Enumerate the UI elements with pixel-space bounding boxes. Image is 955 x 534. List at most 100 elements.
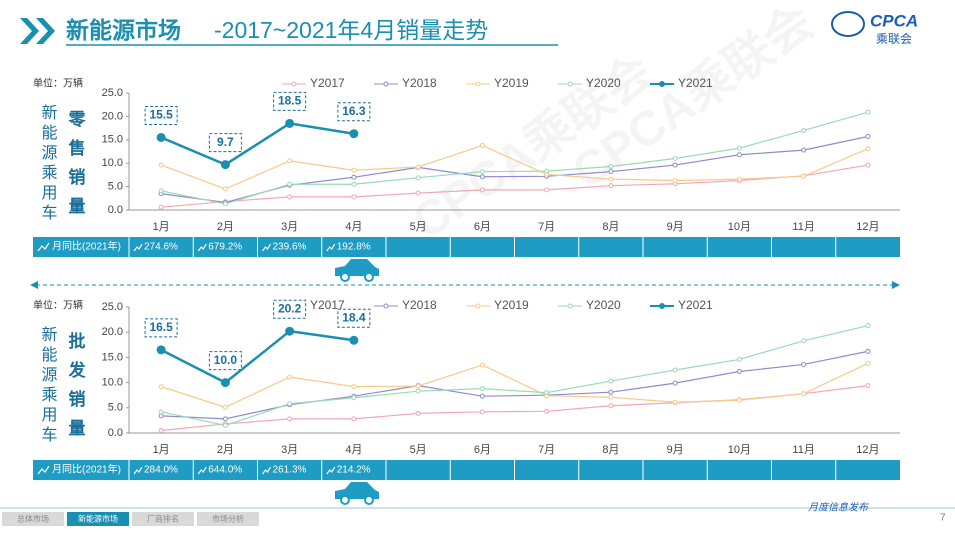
point	[608, 183, 614, 189]
x-tick-label: 5月	[410, 221, 427, 233]
point	[865, 323, 871, 329]
car-wheel	[364, 272, 374, 282]
y-tick-label: 15.0	[102, 134, 123, 146]
y-tick-label: 15.0	[102, 351, 123, 363]
point	[222, 404, 228, 410]
series-line	[160, 144, 869, 190]
yoy-cell-icon	[197, 243, 207, 252]
side-label: 新能源乘用车	[39, 104, 58, 224]
y-tick-label: 25.0	[102, 87, 123, 99]
point	[351, 416, 357, 422]
point	[736, 152, 742, 158]
yoy-label: 月同比(2021年)	[52, 240, 121, 253]
point	[349, 335, 359, 345]
yoy-value: 284.0%	[144, 465, 178, 476]
yoy-cell-icon	[133, 466, 143, 475]
point	[351, 167, 357, 173]
series-line	[161, 325, 869, 427]
y-tick-label: 20.0	[102, 110, 123, 122]
legend-label: Y2018	[402, 76, 437, 90]
data-label-box	[208, 133, 242, 153]
x-tick-label: 4月	[345, 221, 362, 233]
point	[351, 384, 357, 390]
point	[672, 399, 678, 405]
point	[415, 383, 421, 389]
legend-marker	[383, 81, 389, 87]
point	[608, 403, 614, 409]
point	[287, 416, 293, 422]
point	[415, 410, 421, 416]
x-tick-label: 1月	[153, 221, 170, 233]
point	[222, 422, 228, 428]
yoy-icon	[37, 465, 50, 475]
x-tick-label: 7月	[538, 444, 555, 456]
page-number: 7	[940, 513, 946, 524]
point	[222, 201, 228, 207]
x-tick-label: 4月	[345, 444, 362, 456]
data-label: 9.7	[217, 135, 234, 149]
x-tick-label: 12月	[856, 221, 879, 233]
point	[479, 386, 485, 392]
point	[736, 397, 742, 403]
chart-title: 批发销量	[66, 331, 87, 448]
legend-marker	[659, 303, 665, 309]
point	[608, 169, 614, 175]
footer-tab	[67, 512, 129, 526]
point	[544, 408, 550, 414]
point	[801, 147, 807, 153]
car-icon	[335, 482, 379, 499]
legend-marker	[475, 303, 481, 309]
series-line	[160, 329, 355, 385]
legend-label: Y2020	[586, 76, 621, 90]
legend-marker	[475, 81, 481, 87]
yoy-cell-icon	[262, 243, 272, 252]
data-label-box	[144, 318, 178, 338]
data-label: 18.5	[278, 94, 302, 108]
point	[158, 384, 164, 390]
point	[544, 187, 550, 193]
data-label-box	[273, 299, 307, 319]
point	[865, 109, 871, 115]
x-tick-label: 7月	[538, 221, 555, 233]
unit-label: 单位：万辆	[33, 299, 83, 312]
series-line	[161, 111, 869, 205]
point	[222, 416, 228, 422]
car-wheel	[364, 495, 374, 505]
point	[479, 142, 485, 148]
yoy-value: 679.2%	[208, 242, 242, 253]
point	[415, 190, 421, 196]
legend-label: Y2018	[402, 298, 437, 312]
data-label: 16.3	[342, 104, 366, 118]
point	[801, 391, 807, 397]
footer-note: 月度信息发布	[808, 502, 870, 514]
x-tick-label: 10月	[728, 221, 751, 233]
title-rest: -2017~2021年4月销量走势	[214, 17, 488, 43]
yoy-value: 261.3%	[273, 465, 307, 476]
legend-marker	[567, 303, 573, 309]
data-label: 10.0	[214, 353, 238, 367]
logo: CPCA 乘联会	[831, 11, 918, 46]
legend-marker	[659, 81, 665, 87]
footer-tab-label: 市场分析	[212, 514, 244, 524]
point	[672, 367, 678, 373]
point	[544, 168, 550, 174]
data-label-box	[337, 102, 371, 122]
x-tick-label: 9月	[667, 221, 684, 233]
point	[672, 156, 678, 162]
x-tick-label: 8月	[602, 444, 619, 456]
point	[220, 160, 230, 170]
legend-label: Y2020	[586, 298, 621, 312]
series-line	[160, 362, 869, 408]
point	[801, 173, 807, 179]
point	[608, 378, 614, 384]
legend-label: Y2019	[494, 76, 529, 90]
yoy-value: 644.0%	[208, 465, 242, 476]
logo-name: CPCA	[870, 11, 918, 30]
yoy-row	[33, 460, 900, 480]
car-wheel	[340, 495, 350, 505]
legend-label: Y2019	[494, 298, 529, 312]
x-tick-label: 11月	[792, 444, 814, 456]
point	[156, 345, 166, 355]
point	[736, 369, 742, 375]
